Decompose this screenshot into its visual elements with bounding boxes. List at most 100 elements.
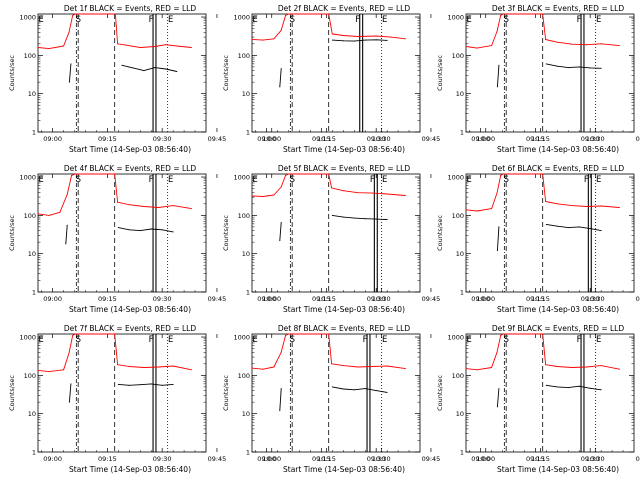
data-point [190,208,192,210]
plot-frame [465,13,635,133]
data-point [353,389,355,391]
chart-panel: Det 6f BLACK = Events, RED = LLD Counts/s… [436,164,640,314]
data-point [502,173,504,175]
x-tick-label: 10:30 [586,295,605,303]
data-point [117,383,119,385]
data-point [386,391,388,393]
data-point [342,190,344,192]
marker-label: S [504,175,509,185]
data-point [331,363,333,365]
data-point [280,29,282,31]
data-point [496,31,498,32]
y-tick-label: 1000 [19,14,36,22]
data-point [279,240,281,242]
marker-label: E [168,335,173,345]
data-point [386,193,388,195]
data-point [172,231,174,233]
data-point [68,401,70,403]
x-tick-label: 09:45 [422,295,441,303]
y-tick-label: 100 [24,372,36,380]
chart-title: Det 4f BLACK = Events, RED = LLD [64,164,197,173]
data-point [496,86,498,88]
data-point [74,333,76,335]
y-tick-label: 1 [246,449,250,457]
data-point [476,47,478,49]
y-tick-label: 1000 [233,14,250,22]
y-tick-label: 1 [246,289,250,297]
x-tick-label: 09:00 [471,295,490,303]
data-point [128,384,130,386]
data-point [600,67,602,69]
y-tick-label: 10 [28,410,36,418]
data-point [154,46,156,47]
data-point [586,44,587,46]
events-series-line [121,64,177,72]
data-point [556,366,558,367]
data-point [586,366,587,368]
data-point [357,192,359,194]
x-tick-label: 10:15 [317,455,336,463]
data-point [273,366,275,368]
marker-label: F [363,335,368,345]
x-tick-label: 09:30 [153,135,172,143]
data-point [500,334,502,336]
y-tick-label: 10 [456,250,464,258]
data-point [251,367,253,369]
data-point [172,365,174,367]
data-point [589,67,591,69]
chart-panel: Det 7f BLACK = Events, RED = LLD Counts/s… [8,324,391,474]
y-tick-label: 1000 [233,174,250,182]
data-point [165,44,167,46]
data-point [491,367,493,368]
x-tick-label: 09:00 [471,135,490,143]
data-point [280,222,282,223]
y-tick-label: 1000 [447,334,464,342]
data-point [556,65,558,67]
data-point [161,229,163,231]
events-series-line [496,65,500,87]
data-point [262,368,264,370]
data-point [65,243,67,245]
y-tick-label: 1 [246,129,250,137]
data-point [68,352,70,354]
data-point [285,334,287,336]
x-tick-label: 10:30 [586,135,605,143]
data-point [372,366,373,367]
events-series-line [68,383,72,403]
data-point [567,387,569,389]
marker-label: S [504,335,509,345]
data-point [48,214,50,216]
marker-label: E [466,15,471,25]
data-point [353,40,355,42]
x-tick-label: 09:45 [422,135,441,143]
data-point [139,47,141,48]
marker-label: S [504,15,509,25]
y-tick-label: 1000 [447,174,464,182]
data-point [375,35,377,37]
data-point [328,333,330,335]
data-point [161,384,163,386]
y-tick-label: 100 [238,212,250,220]
data-point [280,388,282,390]
data-point [172,383,174,385]
events-series-line [546,63,602,69]
y-axis-label: Counts/sec [8,375,16,411]
data-point [285,174,287,176]
data-point [190,369,192,371]
data-point [496,351,498,353]
events-series-line [279,222,282,241]
plot-frame [251,13,421,133]
x-tick-label: 10:15 [531,135,550,143]
data-point [364,39,366,41]
marker-label: E [382,15,387,25]
data-point [143,206,145,207]
x-tick-label: 09:30 [153,295,172,303]
data-point [251,195,253,197]
data-point [273,38,275,40]
data-point [74,13,76,15]
data-point [288,173,289,175]
data-point [251,39,253,40]
x-axis-label: Start Time (14-Sep-03 08:56:40) [283,145,405,154]
events-series-line [118,227,174,233]
